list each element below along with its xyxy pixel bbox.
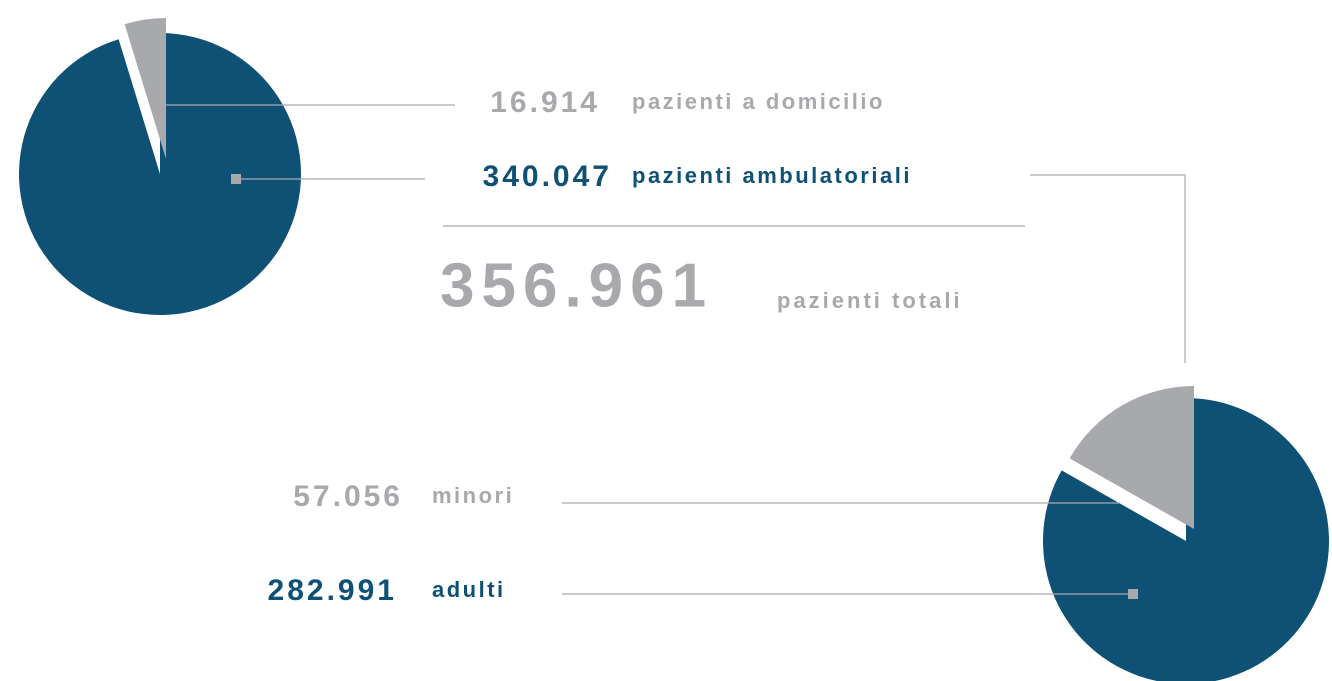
pie-slice (1043, 398, 1329, 681)
category-label: adulti (432, 577, 506, 602)
value-label: 57.056 (293, 480, 403, 513)
pie-slice (19, 33, 301, 315)
category-label: pazienti a domicilio (632, 89, 885, 114)
category-label: pazienti ambulatoriali (632, 163, 912, 188)
value-label: 16.914 (490, 86, 600, 119)
category-label: minori (432, 483, 514, 508)
value-label: 282.991 (268, 574, 397, 607)
total-caption: pazienti totali (777, 288, 963, 313)
pie-slice (1069, 386, 1194, 529)
value-label: 340.047 (483, 160, 612, 193)
leader-dot (231, 174, 241, 184)
total-value: 356.961 (440, 251, 713, 320)
leader-dot (1128, 589, 1138, 599)
connector (1030, 174, 1186, 363)
pie-slice (124, 18, 166, 159)
